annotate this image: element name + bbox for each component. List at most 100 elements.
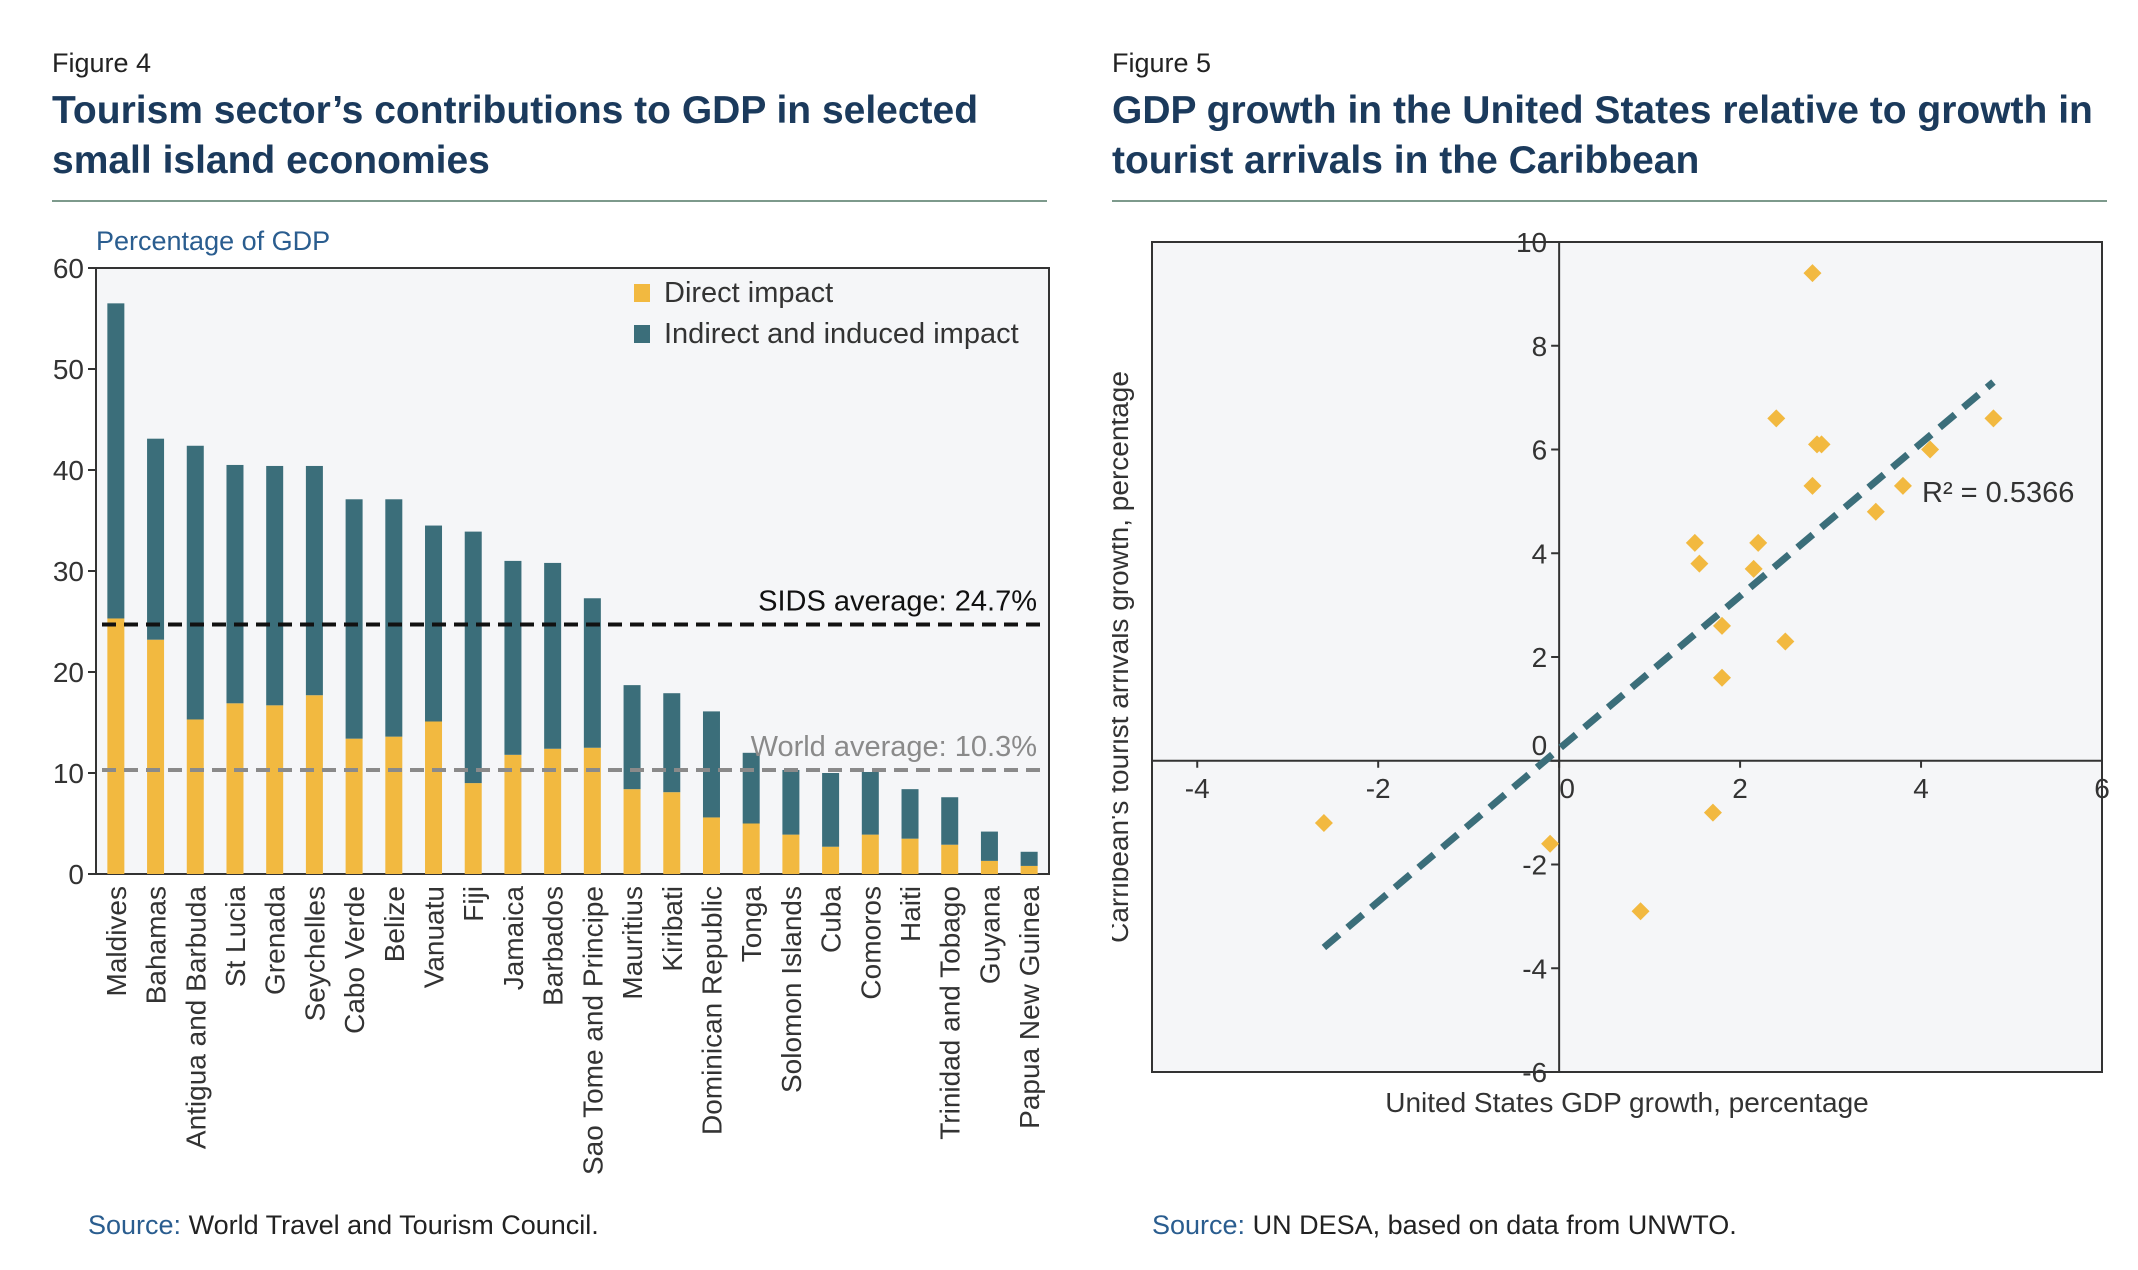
data-point-19 [1631,902,1650,921]
data-point-7 [1893,476,1912,495]
x-axis-title: United States GDP growth, percentage [1385,1087,1869,1118]
data-point-14 [1776,632,1795,651]
source-text: World Travel and Tourism Council. [188,1210,599,1240]
bar-direct-3 [226,703,244,874]
bar-indirect-22 [980,831,998,861]
x-category-label: Seychelles [299,886,330,1021]
x-category-label: Papua New Guinea [1014,886,1045,1129]
bar-direct-9 [464,783,482,874]
data-point-16 [1314,814,1333,832]
bar-indirect-3 [226,464,244,704]
x-category-label: Dominican Republic [696,886,727,1135]
bar-indirect-11 [544,562,562,749]
data-point-6 [1803,476,1822,495]
x-category-label: St Lucia [220,886,251,988]
bar-indirect-16 [742,752,760,824]
x-tick-label: -2 [1366,773,1391,804]
figure-4-label: Figure 4 [52,48,152,78]
y-tick-label: 4 [1532,538,1548,569]
bar-indirect-23 [1020,851,1038,866]
y-axis-title: Carribean's tourist arrivals growth, per… [1112,371,1134,943]
bar-direct-19 [861,834,879,874]
y-tick-label: 6 [1532,435,1548,466]
bar-indirect-12 [583,598,601,748]
bar-indirect-10 [504,560,522,755]
figure-4-title: Tourism sector’s contributions to GDP in… [52,89,979,182]
source-key: Source: [88,1210,182,1240]
x-category-label: Fiji [458,886,489,922]
bar-direct-7 [385,736,403,874]
bar-indirect-18 [822,773,840,847]
y-axis-title: Percentage of GDP [96,226,330,256]
x-category-label: Barbados [538,886,569,1006]
bar-direct-11 [544,748,562,874]
bar-direct-16 [742,823,760,874]
x-category-label: Jamaica [498,886,529,991]
data-point-10 [1749,533,1768,552]
x-category-label: Maldives [101,886,132,996]
legend-swatch-1 [634,325,650,343]
x-tick-label: -4 [1185,773,1210,804]
r-squared-annotation: R² = 0.5366 [1922,477,2074,509]
source-key: Source: [1152,1210,1246,1240]
bar-direct-10 [504,754,522,874]
x-category-label: Cabo Verde [339,886,370,1034]
bar-indirect-0 [107,303,125,619]
data-point-8 [1866,502,1885,521]
figure-4-panel: Figure 4 Tourism sector’s contributions … [52,0,1052,1270]
bar-indirect-2 [186,445,204,720]
data-point-17 [1703,803,1722,822]
data-point-13 [1713,616,1731,635]
reference-line-label-0: SIDS average: 24.7% [758,586,1037,618]
y-tick-label: 20 [53,657,84,688]
bar-direct-18 [822,846,840,874]
bar-indirect-21 [941,797,959,845]
bar-indirect-14 [663,693,681,793]
figure-4-divider [52,200,1047,202]
bar-indirect-9 [464,531,482,784]
scatter-chart: -4 -2 0 2 4 6 -6 -4 -2 0 2 4 6 8 10 R² = 0.5366 Carribea… [1112,227,2110,1118]
bar-direct-4 [266,705,284,874]
figure-5-source: Source: UN DESA, based on data from UNWT… [1152,1210,1737,1241]
data-point-0 [1803,264,1822,283]
x-category-label: Solomon Islands [776,886,807,1093]
bar-direct-17 [782,834,800,874]
reference-line-label-1: World average: 10.3% [751,731,1037,763]
x-category-label: Belize [379,886,410,962]
x-category-label: Antigua and Barbuda [180,886,211,1150]
bar-direct-1 [147,639,165,874]
data-point-12 [1744,559,1763,578]
x-category-label: Mauritius [617,886,648,1000]
bar-direct-14 [663,792,681,874]
bar-indirect-7 [385,499,403,737]
x-category-label: Grenada [260,886,291,995]
y-tick-label: 8 [1532,331,1548,362]
y-tick-label: 40 [53,455,84,486]
source-text: UN DESA, based on data from UNWTO. [1252,1210,1737,1240]
bar-direct-12 [583,747,601,874]
bar-direct-6 [345,738,363,874]
x-category-label: Cuba [816,886,847,953]
bar-direct-15 [702,817,720,874]
bar-indirect-19 [861,771,879,835]
x-category-label: Guyana [974,886,1005,984]
x-category-label: Haiti [895,886,926,942]
bar-direct-8 [425,721,443,874]
bar-indirect-4 [266,465,284,706]
legend-swatch-0 [634,284,650,302]
data-point-18 [1541,834,1560,853]
x-tick-label: 2 [1732,773,1748,804]
legend-label-1: Indirect and induced impact [664,318,1019,350]
y-tick-label: 10 [53,758,84,789]
bar-indirect-13 [623,685,641,790]
plot-area [1151,241,2103,1073]
y-tick-label: -2 [1522,850,1547,881]
data-point-15 [1713,668,1731,687]
x-category-label: Sao Tome and Principe [577,886,608,1175]
figure-5-title: GDP growth in the United States relative… [1112,89,2093,182]
bar-direct-0 [107,618,125,874]
bar-direct-23 [1020,865,1038,874]
x-tick-label: 4 [1913,773,1929,804]
figure-5-panel: Figure 5 GDP growth in the United States… [1112,0,2112,1270]
y-tick-label: 0 [68,859,84,890]
